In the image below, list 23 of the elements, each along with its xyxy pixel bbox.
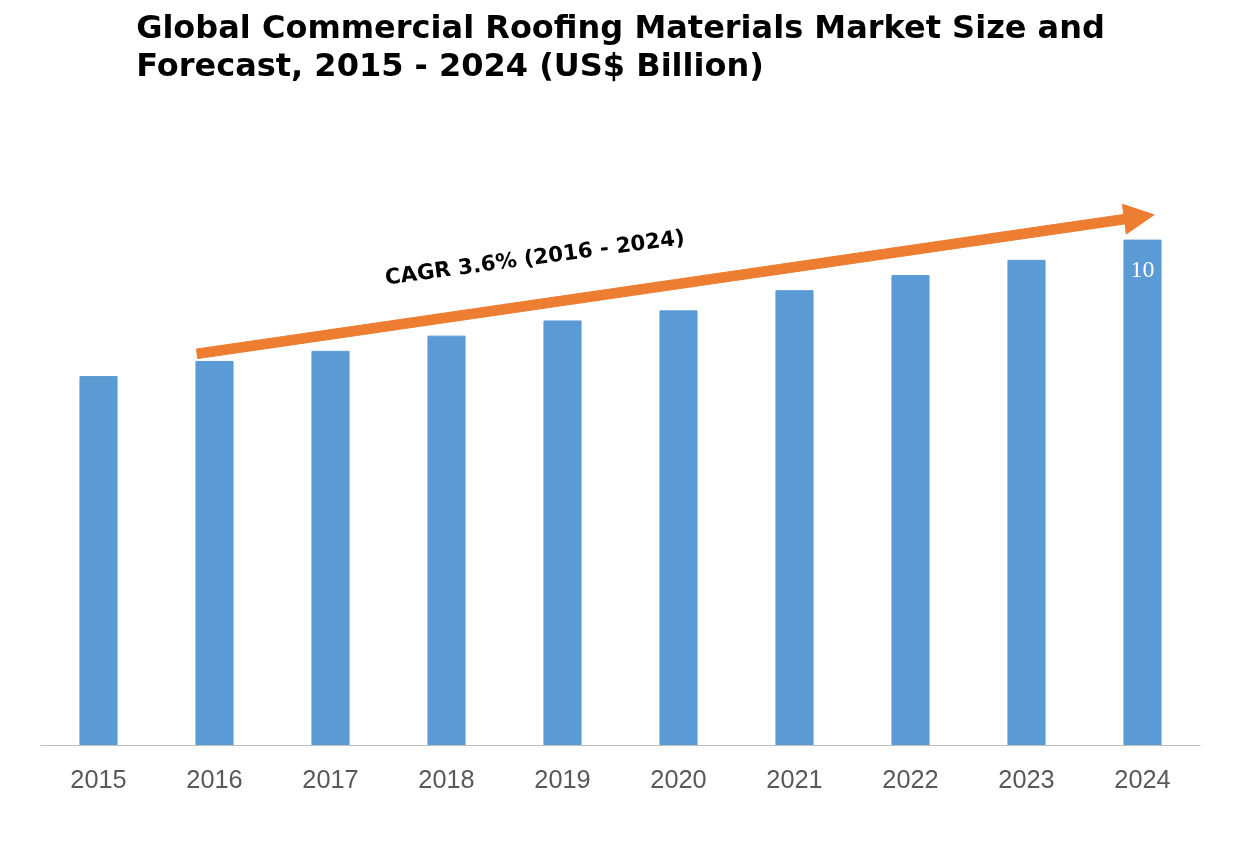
annotation: CAGR 3.6% (2016 - 2024)	[383, 224, 687, 290]
bar	[195, 360, 234, 746]
x-tick-label: 2017	[302, 764, 359, 793]
x-tick-label: 2016	[186, 764, 243, 793]
x-tick-label: 2024	[1114, 764, 1171, 793]
x-tick-label: 2015	[70, 764, 127, 793]
bar	[659, 310, 698, 746]
bar	[543, 320, 582, 746]
chart-title: Global Commercial Roofing Materials Market Size and Forecast, 2015 - 2024 (US$ Billion)	[136, 7, 1105, 84]
bar	[775, 290, 814, 746]
x-tick-label: 2018	[418, 764, 475, 793]
x-tick-label: 2023	[998, 764, 1055, 793]
bar	[79, 376, 118, 746]
x-tick-label: 2022	[882, 764, 939, 793]
bar	[311, 350, 350, 746]
bar	[427, 335, 466, 746]
x-tick-label: 2021	[766, 764, 823, 793]
bar	[1123, 239, 1162, 746]
bar	[1007, 259, 1046, 746]
x-tick-label: 2020	[650, 764, 707, 793]
data-label: 10	[1130, 256, 1155, 283]
x-tick-label: 2019	[534, 764, 591, 793]
bar	[891, 274, 930, 746]
